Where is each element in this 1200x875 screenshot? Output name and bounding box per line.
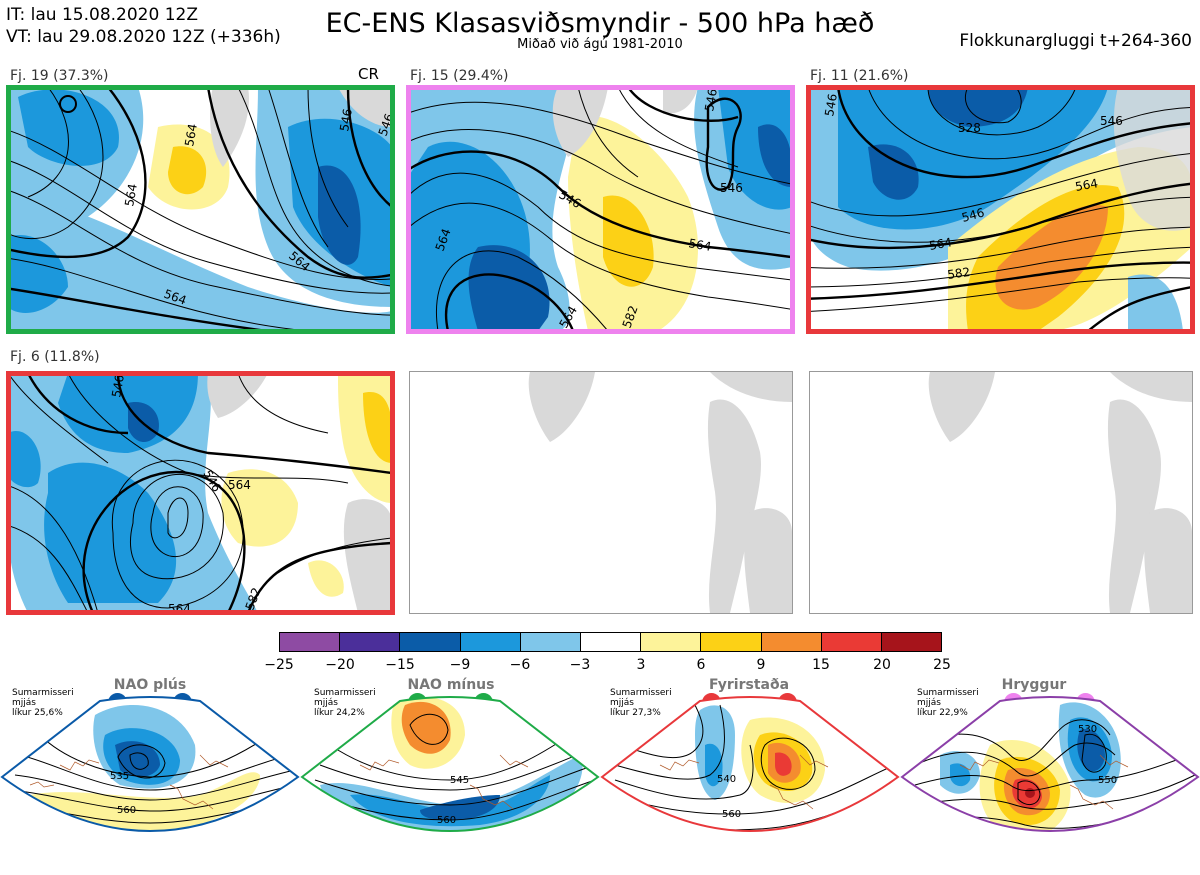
regime-info-line: líkur 24,2%	[314, 708, 365, 718]
regime-info-line: mjjás	[610, 698, 634, 708]
contour-label: 560	[117, 805, 136, 816]
regime-name-4: Hryggur	[1001, 677, 1067, 693]
regime-info-line: líkur 27,3%	[610, 708, 661, 718]
contour-label: 582	[946, 265, 971, 282]
regime-info-line: Sumarmisseri	[12, 688, 74, 698]
colorbar-segment	[520, 633, 581, 651]
initial-time: IT: lau 15.08.2020 12Z	[6, 5, 198, 25]
regime-info-line: mjjás	[917, 698, 941, 708]
colorbar-segment	[881, 633, 942, 651]
valid-time: VT: lau 29.08.2020 12Z (+336h)	[6, 27, 281, 47]
contour-label: 564	[122, 183, 140, 208]
contour-label: 560	[437, 815, 456, 826]
colorbar-segment	[580, 633, 642, 651]
regime-info-line: Sumarmisseri	[917, 688, 979, 698]
regime-info-4: Sumarmisseri mjjás líkur 22,9%	[917, 688, 979, 718]
regime-map-3: 540 560 575	[600, 695, 900, 871]
colorbar-tick: 3	[636, 657, 646, 673]
cluster-label-2: Fj. 15 (29.4%)	[410, 68, 509, 84]
cluster-map-4: 546 546 564 564 582	[8, 373, 392, 613]
colorbar-tick: 25	[933, 657, 951, 673]
colorbar-tick: −25	[264, 657, 294, 673]
contour-label: 546	[822, 93, 840, 118]
colorbar-segment	[460, 633, 521, 651]
contour-label: 564	[228, 478, 251, 492]
contour-label: 535	[110, 771, 129, 782]
regime-info-line: líkur 22,9%	[917, 708, 968, 718]
regime-info-1: Sumarmisseri mjjás líkur 25,6%	[12, 688, 74, 718]
regime-info-3: Sumarmisseri mjjás líkur 27,3%	[610, 688, 672, 718]
contour-label: 575	[737, 833, 756, 844]
regime-name-3: Fyrirstaða	[708, 677, 790, 693]
cluster-map-3: 546 528 546 546 564 564 582	[808, 87, 1192, 331]
cluster-map-1: 564 564 546 564 546 564	[8, 87, 392, 331]
colorbar-segment	[701, 633, 762, 651]
colorbar-tick: 20	[873, 657, 891, 673]
colorbar	[279, 632, 942, 652]
colorbar-segment	[821, 633, 882, 651]
contour-label: 564	[687, 236, 712, 254]
colorbar-tick: 9	[756, 657, 766, 673]
colorbar-segment	[400, 633, 461, 651]
contour-label: 540	[717, 774, 736, 785]
colorbar-segment	[761, 633, 822, 651]
regime-info-line: mjjás	[12, 698, 36, 708]
colorbar-tick: 6	[696, 657, 706, 673]
contour-label: 546	[720, 181, 743, 195]
regime-info-line: mjjás	[314, 698, 338, 708]
regime-info-line: Sumarmisseri	[610, 688, 672, 698]
colorbar-tick: −6	[509, 657, 531, 673]
contour-label: 564	[168, 602, 191, 613]
contour-label: 530	[1078, 724, 1097, 735]
empty-map-5	[409, 371, 793, 614]
cluster-label-1: Fj. 19 (37.3%)	[10, 68, 109, 84]
cluster-map-2: 546 564 546 564 546 564 582	[408, 87, 792, 331]
regime-info-line: líkur 25,6%	[12, 708, 63, 718]
contour-label: 546	[109, 374, 127, 399]
contour-label: 564	[928, 235, 953, 253]
contour-label: 546	[960, 205, 986, 224]
colorbar-segment	[340, 633, 401, 651]
page-title: EC-ENS Klasasviðsmyndir - 500 hPa hæð	[325, 8, 875, 39]
colorbar-tick: −3	[569, 657, 591, 673]
contour-label: 550	[1098, 775, 1117, 786]
contour-label: 575	[447, 849, 466, 860]
empty-map-6	[809, 371, 1193, 614]
cluster-tag-cr: CR	[358, 65, 379, 83]
colorbar-segment	[280, 633, 341, 651]
contour-label: 546	[1100, 114, 1123, 128]
contour-label: 560	[722, 809, 741, 820]
contour-label: 546	[702, 88, 720, 113]
colorbar-tick: −9	[449, 657, 471, 673]
regime-name-1: NAO plús	[113, 677, 187, 693]
cluster-label-3: Fj. 11 (21.6%)	[810, 68, 909, 84]
regime-map-2: 545 560 575	[300, 695, 600, 871]
cluster-label-4: Fj. 6 (11.8%)	[10, 349, 100, 365]
contour-label: 575	[1092, 838, 1111, 849]
contour-label: 564	[182, 123, 200, 148]
regime-map-4: 530 550 575	[900, 695, 1200, 871]
classification-window: Flokkunargluggi t+264-360	[959, 31, 1192, 51]
regime-info-2: Sumarmisseri mjjás líkur 24,2%	[314, 688, 376, 718]
colorbar-tick: −20	[325, 657, 355, 673]
header-info: IT: lau 15.08.2020 12Z VT: lau 29.08.202…	[6, 4, 281, 48]
colorbar-tick: 15	[812, 657, 830, 673]
contour-label: 545	[450, 775, 469, 786]
regime-info-line: Sumarmisseri	[314, 688, 376, 698]
regime-map-1: 535 560	[0, 695, 300, 871]
page-subtitle: Miðað við ágú 1981-2010	[517, 37, 683, 52]
regime-name-2: NAO mínus	[407, 677, 495, 693]
contour-label: 546	[337, 108, 355, 133]
colorbar-segment	[641, 633, 702, 651]
colorbar-tick: −15	[385, 657, 415, 673]
contour-label: 528	[958, 121, 981, 135]
contour-label: 564	[1074, 176, 1099, 194]
